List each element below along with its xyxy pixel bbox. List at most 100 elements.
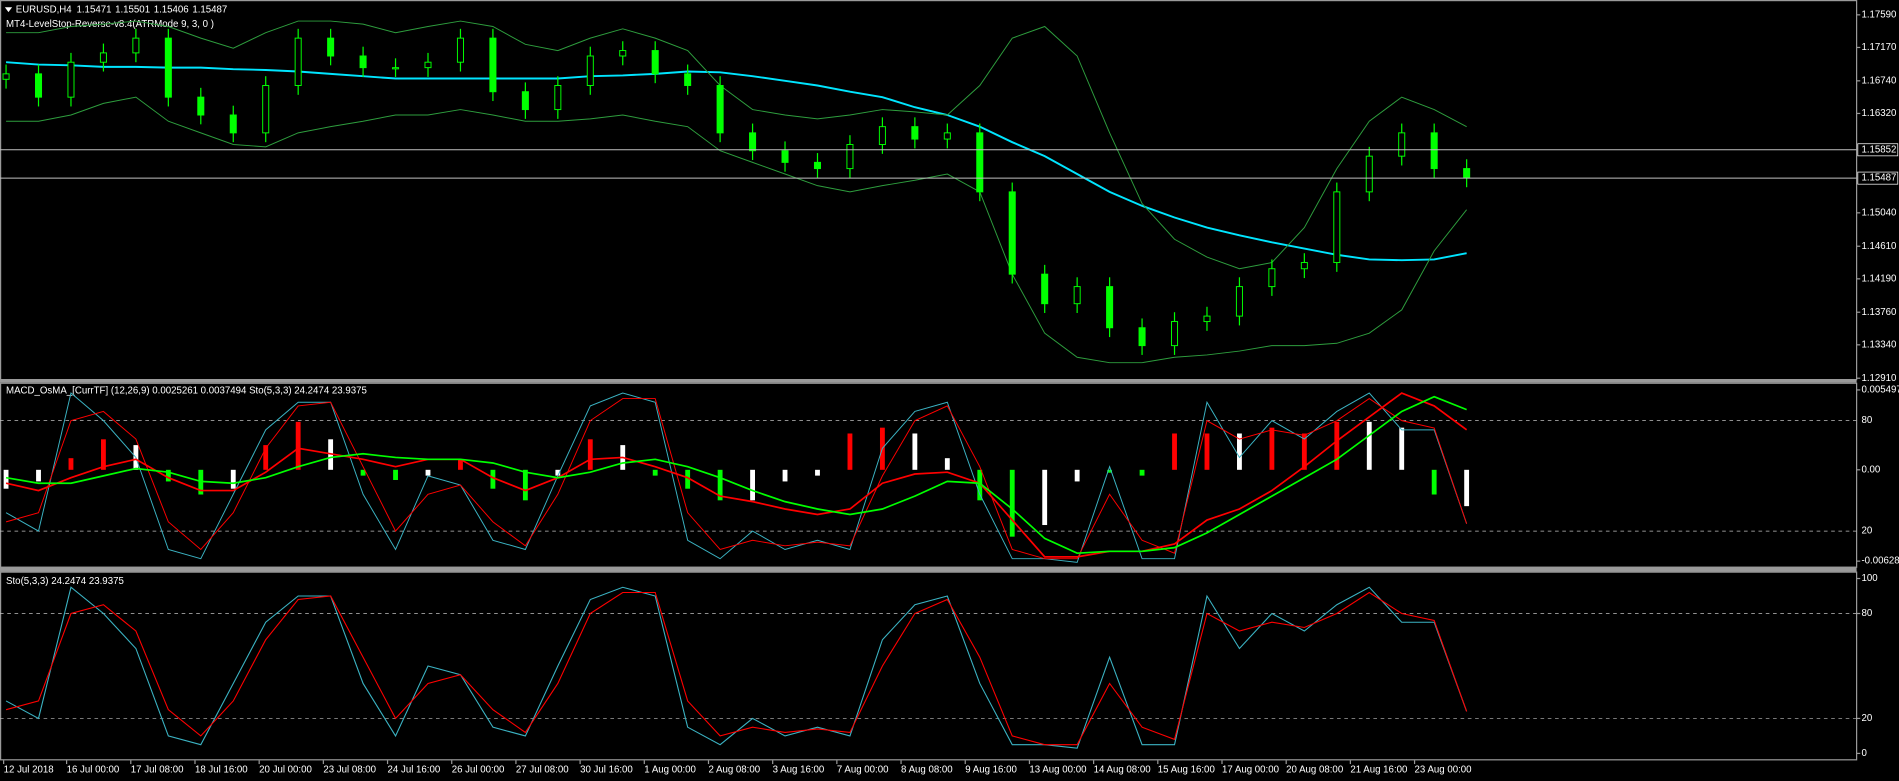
candle-body (489, 37, 497, 93)
candle-body (651, 50, 659, 75)
candle-body (684, 73, 692, 86)
histogram-bar (652, 469, 658, 476)
x-tick-label: 12 Jul 2018 (4, 765, 54, 776)
candle-body (197, 96, 205, 116)
y-tick-label: 1.17170 (1861, 42, 1896, 53)
candle-body (164, 37, 172, 98)
x-tick-label: 23 Jul 08:00 (323, 765, 376, 776)
signal-line (5, 392, 1468, 558)
symbol: EURUSD,H4 (16, 4, 73, 15)
stoch-line (5, 586, 1468, 749)
histogram-bar (1139, 469, 1145, 476)
price-label-box (1857, 143, 1899, 157)
indicator-name: MT4-LevelStop-Reverse-v8.4(ATRMode 9, 3,… (6, 19, 214, 30)
x-tick-label: 20 Aug 08:00 (1286, 765, 1343, 776)
candle-body (781, 150, 789, 163)
histogram-bar (685, 469, 691, 489)
price-label-box (1857, 171, 1899, 185)
y-tick-label: 1.16740 (1861, 75, 1896, 86)
candle-body (327, 37, 335, 57)
y2-tick-label: 20 (1861, 526, 1872, 537)
candle-body (67, 61, 75, 98)
histogram-bar (165, 469, 171, 482)
overlay-line (6, 20, 1467, 270)
symbol-header: EURUSD,H4 1.15471 1.15501 1.15406 1.15487 (16, 4, 228, 15)
histogram-bar (425, 469, 431, 476)
candle-body (749, 132, 757, 152)
x-tick-label: 14 Aug 08:00 (1094, 765, 1151, 776)
candle-body (1333, 191, 1341, 264)
macd-header: MACD_OsMA_[CurrTF] (12,26,9) 0.0025261 0… (6, 386, 367, 397)
collapse-arrow[interactable] (4, 7, 13, 13)
candle-body (1041, 273, 1049, 305)
x-tick-label: 27 Jul 08:00 (516, 765, 569, 776)
candle-body (554, 85, 562, 111)
x-tick-label: 15 Aug 16:00 (1158, 765, 1215, 776)
candle-body (521, 91, 529, 111)
x-tick-label: 16 Jul 00:00 (67, 765, 120, 776)
histogram-bar (1172, 433, 1177, 470)
histogram-bar (1074, 469, 1080, 482)
close-price: 1.15487 (192, 4, 227, 15)
histogram-bar (3, 469, 9, 489)
histogram-bar (1431, 469, 1437, 495)
x-tick-label: 24 Jul 16:00 (388, 765, 441, 776)
candle-body (1398, 132, 1406, 157)
panel-separator (0, 378, 1857, 383)
candle-body (846, 144, 854, 170)
histogram-bar (944, 458, 950, 470)
histogram-bar (1269, 427, 1275, 470)
candle-body (294, 37, 302, 86)
y-tick-label: 1.12910 (1861, 373, 1896, 384)
histogram-bar (230, 469, 236, 489)
candle-body (1430, 132, 1438, 170)
histogram-bar (1334, 421, 1340, 470)
signal-line (5, 395, 1467, 555)
y-tick-label: 0.005497 (1861, 385, 1899, 396)
overlay-line (6, 96, 1468, 364)
candle-body (2, 73, 10, 80)
candle-body (99, 52, 107, 63)
y-tick-label: -0.006285 (1861, 556, 1899, 567)
x-tick-label: 21 Aug 16:00 (1350, 765, 1407, 776)
histogram-bar (522, 469, 528, 501)
x-tick-label: 26 Jul 00:00 (452, 765, 505, 776)
candle-body (1268, 268, 1276, 288)
candle-body (1171, 321, 1179, 347)
candle-body (359, 55, 367, 69)
histogram-bar (1042, 469, 1048, 526)
x-tick-label: 17 Jul 08:00 (131, 765, 184, 776)
candle-body (586, 55, 594, 86)
candle-body (132, 37, 140, 54)
histogram-bar (1366, 421, 1372, 470)
y-tick-label: 0 (1861, 748, 1866, 759)
panel-separator (0, 566, 1857, 572)
x-tick-label: 7 Aug 00:00 (837, 765, 889, 776)
candle-body (619, 50, 627, 57)
stoch-line (5, 591, 1468, 746)
histogram-bar (1399, 427, 1405, 470)
candle-body (1073, 286, 1081, 305)
histogram-bar (555, 469, 561, 476)
y-tick-label: 1.15040 (1861, 207, 1896, 218)
histogram-bar (750, 469, 755, 501)
y-tick-label: 80 (1861, 608, 1872, 619)
x-tick-label: 23 Aug 00:00 (1415, 765, 1472, 776)
stoch-header: Sto(5,3,3) 24.2474 23.9375 (6, 576, 124, 587)
x-tick-label: 30 Jul 16:00 (580, 765, 633, 776)
candle-body (1300, 262, 1308, 270)
candle-body (229, 114, 237, 134)
y-tick-label: 20 (1861, 713, 1872, 724)
candle-body (976, 132, 984, 193)
overlay-line (5, 61, 1467, 262)
histogram-bar (36, 469, 41, 482)
x-tick-label: 3 Aug 16:00 (773, 765, 825, 776)
candle-body (456, 37, 464, 63)
y-tick-label: 100 (1861, 573, 1877, 584)
stoch-line (5, 397, 1468, 560)
candle-body (1235, 286, 1243, 317)
candle-body (1106, 286, 1114, 329)
histogram-bar (490, 469, 496, 489)
